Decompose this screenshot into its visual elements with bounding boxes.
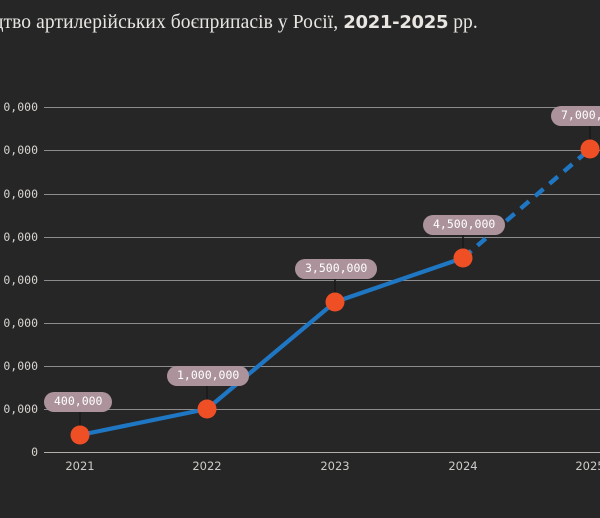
data-label-2025: 7,000, xyxy=(551,106,600,126)
y-tick-label-7: 0,000 xyxy=(3,143,38,157)
x-tick-label-2021: 2021 xyxy=(65,459,95,473)
x-tick-label-2025: 2025 xyxy=(575,459,600,473)
chart-title-years: 2021-2025 xyxy=(343,12,449,33)
chart-title-text: обництво артилерійських боєприпасів у Ро… xyxy=(0,12,478,34)
gridlines xyxy=(44,107,600,410)
y-tick-label-2: 0,000 xyxy=(3,359,38,373)
data-label-2022: 1,000,000 xyxy=(167,366,250,386)
x-tick-label-2024: 2024 xyxy=(448,459,478,473)
chart-title-suffix: рр. xyxy=(448,12,478,33)
y-tick-label-1: 0,000 xyxy=(3,402,38,416)
x-tick-label-2022: 2022 xyxy=(192,459,222,473)
data-point-2025 xyxy=(580,139,600,159)
data-label-2024: 4,500,000 xyxy=(423,215,506,235)
data-label-2021: 400,000 xyxy=(44,392,113,412)
y-tick-label-3: 0,000 xyxy=(3,316,38,330)
data-point-2022 xyxy=(197,399,217,419)
y-tick-label-0: 0 xyxy=(31,445,38,459)
y-tick-label-6: 0,000 xyxy=(3,187,38,201)
series-line-actual xyxy=(77,255,466,438)
data-point-2021 xyxy=(70,425,90,445)
data-point-2024 xyxy=(453,248,473,268)
y-tick-label-5: 0,000 xyxy=(3,230,38,244)
y-tick-label-4: 0,000 xyxy=(3,273,38,287)
chart-title-main: обництво артилерійських боєприпасів у Ро… xyxy=(0,12,339,33)
y-tick-label-8: 0,000 xyxy=(3,100,38,114)
data-markers xyxy=(70,139,600,445)
x-tick-label-2023: 2023 xyxy=(320,459,350,473)
series-line-forecast xyxy=(461,147,592,260)
data-label-2023: 3,500,000 xyxy=(295,259,378,279)
chart-title: обництво артилерійських боєприпасів у Ро… xyxy=(0,12,600,42)
data-point-2023 xyxy=(325,292,345,312)
